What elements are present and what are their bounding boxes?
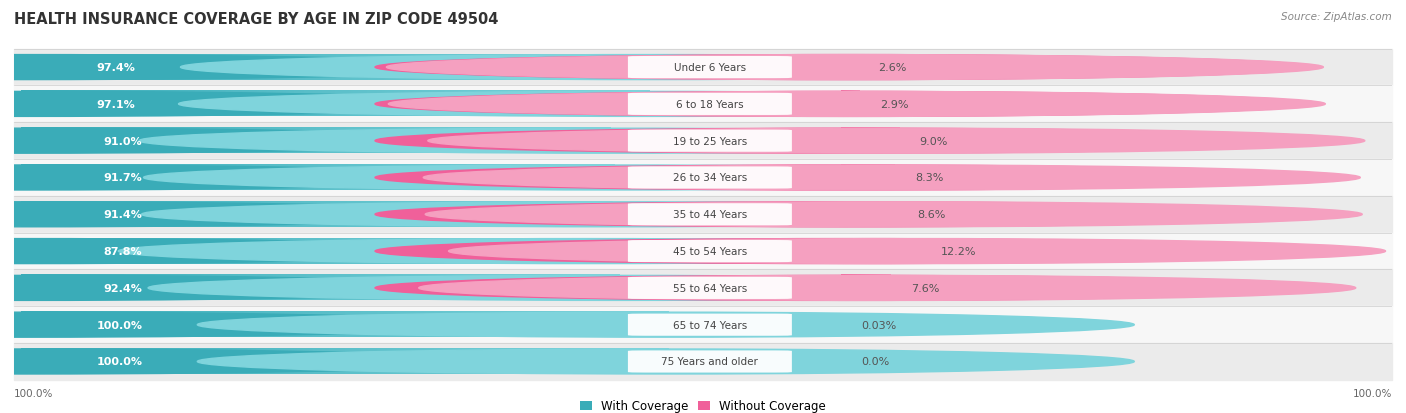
Bar xyxy=(14,343,1392,380)
Text: 100.0%: 100.0% xyxy=(97,320,143,330)
Text: 8.3%: 8.3% xyxy=(915,173,943,183)
Circle shape xyxy=(419,276,1355,301)
Circle shape xyxy=(427,129,1365,154)
FancyBboxPatch shape xyxy=(628,94,792,116)
Circle shape xyxy=(375,202,1312,227)
Circle shape xyxy=(179,92,1115,117)
Text: 91.7%: 91.7% xyxy=(104,173,142,183)
FancyBboxPatch shape xyxy=(628,277,792,299)
Circle shape xyxy=(0,129,492,154)
Text: 75 Years and older: 75 Years and older xyxy=(661,356,758,367)
Text: 12.2%: 12.2% xyxy=(941,247,976,256)
Bar xyxy=(14,306,1392,343)
Circle shape xyxy=(375,55,1312,81)
Bar xyxy=(14,50,1392,86)
Text: 45 to 54 Years: 45 to 54 Years xyxy=(672,247,747,256)
Text: 91.4%: 91.4% xyxy=(104,210,142,220)
Bar xyxy=(14,86,1392,123)
Circle shape xyxy=(0,202,492,227)
Circle shape xyxy=(118,239,1056,264)
Bar xyxy=(14,233,1392,270)
Circle shape xyxy=(0,312,492,337)
Text: 100.0%: 100.0% xyxy=(1353,388,1392,398)
FancyBboxPatch shape xyxy=(628,57,792,79)
Text: 97.1%: 97.1% xyxy=(97,100,135,109)
FancyBboxPatch shape xyxy=(628,314,792,336)
Circle shape xyxy=(388,92,1326,117)
Circle shape xyxy=(425,202,1362,227)
Circle shape xyxy=(375,276,1312,301)
Text: Under 6 Years: Under 6 Years xyxy=(673,63,747,73)
Text: 65 to 74 Years: 65 to 74 Years xyxy=(672,320,747,330)
Circle shape xyxy=(197,312,1135,337)
Text: 92.4%: 92.4% xyxy=(104,283,142,293)
Circle shape xyxy=(180,55,1118,81)
Bar xyxy=(14,197,1392,233)
Circle shape xyxy=(375,92,1312,117)
Circle shape xyxy=(197,349,1135,374)
Circle shape xyxy=(0,92,492,117)
Text: 91.0%: 91.0% xyxy=(104,136,142,146)
FancyBboxPatch shape xyxy=(628,130,792,152)
Text: 19 to 25 Years: 19 to 25 Years xyxy=(672,136,747,146)
FancyBboxPatch shape xyxy=(628,167,792,189)
Text: 8.6%: 8.6% xyxy=(917,210,945,220)
Circle shape xyxy=(449,239,1385,264)
Circle shape xyxy=(375,129,1312,154)
FancyBboxPatch shape xyxy=(628,240,792,263)
Text: 9.0%: 9.0% xyxy=(920,136,948,146)
Text: 0.0%: 0.0% xyxy=(862,356,890,367)
Legend: With Coverage, Without Coverage: With Coverage, Without Coverage xyxy=(575,395,831,413)
Circle shape xyxy=(148,276,1085,301)
Text: 7.6%: 7.6% xyxy=(911,283,939,293)
Circle shape xyxy=(423,166,1360,190)
Text: Source: ZipAtlas.com: Source: ZipAtlas.com xyxy=(1281,12,1392,22)
Bar xyxy=(14,123,1392,160)
Circle shape xyxy=(375,239,1312,264)
Circle shape xyxy=(139,129,1076,154)
Circle shape xyxy=(0,349,492,374)
Text: 87.8%: 87.8% xyxy=(104,247,142,256)
Text: 2.6%: 2.6% xyxy=(879,63,907,73)
Circle shape xyxy=(387,55,1323,81)
Text: 2.9%: 2.9% xyxy=(880,100,908,109)
Text: 35 to 44 Years: 35 to 44 Years xyxy=(672,210,747,220)
Circle shape xyxy=(0,239,492,264)
FancyBboxPatch shape xyxy=(628,351,792,373)
Circle shape xyxy=(0,55,492,81)
Text: 26 to 34 Years: 26 to 34 Years xyxy=(672,173,747,183)
Circle shape xyxy=(0,276,492,301)
Text: 55 to 64 Years: 55 to 64 Years xyxy=(672,283,747,293)
Bar xyxy=(14,160,1392,197)
Text: 97.4%: 97.4% xyxy=(97,63,135,73)
Text: HEALTH INSURANCE COVERAGE BY AGE IN ZIP CODE 49504: HEALTH INSURANCE COVERAGE BY AGE IN ZIP … xyxy=(14,12,499,27)
Text: 0.03%: 0.03% xyxy=(862,320,897,330)
Text: 100.0%: 100.0% xyxy=(97,356,143,367)
Circle shape xyxy=(143,166,1081,190)
Circle shape xyxy=(375,166,1312,190)
Bar xyxy=(14,270,1392,306)
Text: 100.0%: 100.0% xyxy=(14,388,53,398)
Circle shape xyxy=(142,202,1078,227)
Circle shape xyxy=(0,166,492,190)
FancyBboxPatch shape xyxy=(628,204,792,226)
Text: 6 to 18 Years: 6 to 18 Years xyxy=(676,100,744,109)
